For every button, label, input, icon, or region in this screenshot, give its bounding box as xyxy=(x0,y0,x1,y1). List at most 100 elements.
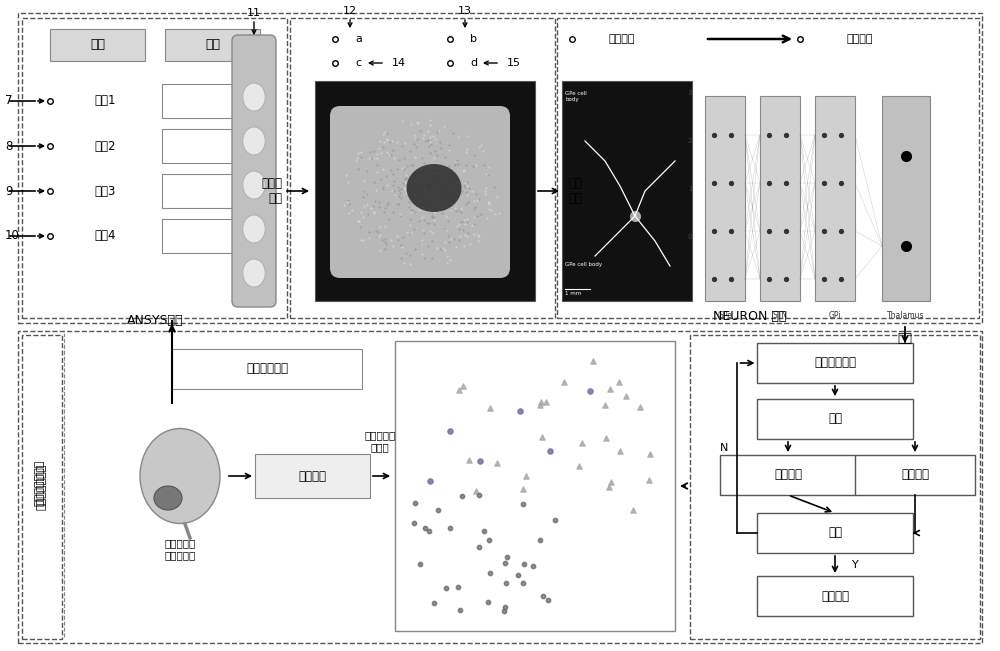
Ellipse shape xyxy=(243,215,265,243)
Point xyxy=(426,214,442,225)
Point xyxy=(369,167,385,178)
Point xyxy=(369,148,385,159)
Point xyxy=(431,180,447,190)
Point xyxy=(457,219,473,230)
Text: 建模: 建模 xyxy=(828,527,842,540)
Bar xyxy=(758,513,912,553)
Point xyxy=(366,207,382,217)
Point xyxy=(351,215,367,226)
FancyBboxPatch shape xyxy=(330,106,510,278)
Point xyxy=(534,432,550,443)
Bar xyxy=(290,18,555,318)
Text: 2: 2 xyxy=(688,138,692,144)
Point xyxy=(422,115,438,125)
Point xyxy=(515,577,531,588)
Bar xyxy=(758,399,912,439)
Text: 参数4: 参数4 xyxy=(94,230,116,243)
Point xyxy=(452,230,468,241)
Point xyxy=(415,225,431,235)
Point xyxy=(425,227,441,238)
Text: 1: 1 xyxy=(688,186,692,192)
Point xyxy=(470,230,486,240)
Point xyxy=(447,202,463,213)
Point xyxy=(641,475,657,485)
Point xyxy=(510,570,526,581)
Point xyxy=(447,157,463,167)
Point xyxy=(426,207,442,217)
Point xyxy=(348,156,364,166)
Point xyxy=(422,137,438,148)
Bar xyxy=(22,335,62,639)
Bar xyxy=(720,455,856,495)
Bar xyxy=(315,81,535,301)
Point xyxy=(459,145,475,155)
Point xyxy=(384,135,400,146)
Point xyxy=(355,235,371,245)
Point xyxy=(498,578,514,589)
Point xyxy=(431,126,447,136)
Point xyxy=(410,118,426,128)
Point xyxy=(456,214,472,225)
Point xyxy=(442,255,458,266)
Point xyxy=(499,551,515,562)
Point xyxy=(470,236,486,247)
Point xyxy=(425,189,441,199)
Text: 神经网络: 神经网络 xyxy=(847,34,873,44)
Point xyxy=(421,526,437,536)
Point xyxy=(415,202,431,212)
Point xyxy=(439,251,455,261)
Point xyxy=(415,133,431,143)
Text: 0: 0 xyxy=(688,234,692,240)
Bar xyxy=(758,576,912,616)
Point xyxy=(439,178,455,189)
Point xyxy=(461,455,477,465)
Point xyxy=(430,505,446,515)
Point xyxy=(381,150,397,160)
Text: Y: Y xyxy=(852,559,858,570)
Text: 显示: 显示 xyxy=(205,38,220,51)
Text: 有效特征: 有效特征 xyxy=(821,590,849,602)
Point xyxy=(625,505,641,515)
Point xyxy=(471,542,487,552)
Point xyxy=(361,232,377,243)
Text: 有限元
分析: 有限元 分析 xyxy=(261,177,282,205)
Point xyxy=(369,153,385,163)
Text: 选取电极阵
列配置: 选取电极阵 列配置 xyxy=(364,430,396,452)
Point xyxy=(459,230,475,241)
Point xyxy=(397,183,413,193)
Point xyxy=(632,402,648,412)
Text: 单神经元: 单神经元 xyxy=(609,34,635,44)
Ellipse shape xyxy=(406,164,462,212)
Point xyxy=(450,182,466,192)
Point xyxy=(379,134,395,145)
Bar xyxy=(165,29,260,61)
Point xyxy=(476,525,492,536)
Text: 11: 11 xyxy=(247,8,261,18)
Point xyxy=(458,147,474,158)
Point xyxy=(402,259,418,270)
Text: 训练数据: 训练数据 xyxy=(774,469,802,482)
Point xyxy=(598,433,614,443)
Point xyxy=(455,166,471,176)
Text: 刺激
电压: 刺激 电压 xyxy=(568,177,582,205)
Point xyxy=(459,189,475,200)
Point xyxy=(402,220,418,230)
Point xyxy=(477,189,493,199)
Point xyxy=(466,195,482,206)
Point xyxy=(418,195,434,206)
Point xyxy=(399,180,415,191)
Point xyxy=(441,164,457,174)
Point xyxy=(435,243,451,253)
Point xyxy=(353,207,369,217)
Text: c: c xyxy=(355,58,361,68)
Point xyxy=(466,212,482,222)
Point xyxy=(518,471,534,481)
Text: 特征: 特征 xyxy=(898,333,913,346)
Point xyxy=(353,146,369,157)
Point xyxy=(416,130,432,141)
Bar xyxy=(172,349,362,389)
Point xyxy=(408,170,424,180)
Point xyxy=(409,117,425,128)
Text: GPi: GPi xyxy=(829,311,841,320)
Point xyxy=(482,403,498,413)
